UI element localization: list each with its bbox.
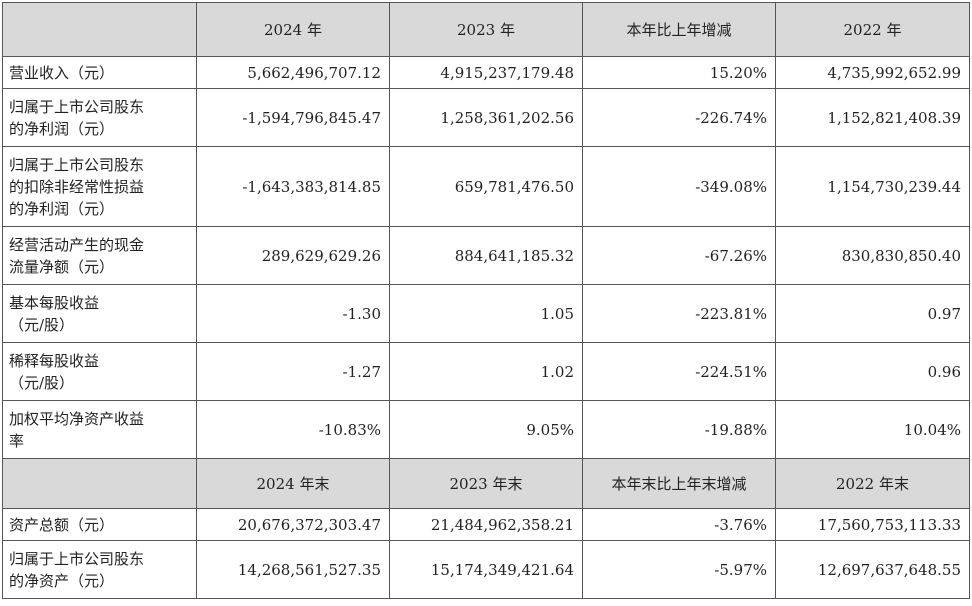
- col-header: 2024 年末: [196, 458, 390, 509]
- col-header: 2023 年末: [389, 458, 583, 509]
- row-label: 资产总额（元）: [2, 508, 197, 541]
- row-label: 加权平均净资产收益 率: [2, 400, 197, 459]
- cell-value: -67.26%: [582, 226, 776, 285]
- cell-value: 5,662,496,707.12: [196, 56, 390, 89]
- cell-value: 0.96: [775, 342, 970, 401]
- row-label: 经营活动产生的现金 流量净额（元）: [2, 226, 197, 285]
- table-row: 资产总额（元） 20,676,372,303.47 21,484,962,358…: [2, 508, 970, 541]
- header-corner: [2, 458, 197, 509]
- cell-value: 4,915,237,179.48: [389, 56, 583, 89]
- cell-value: 21,484,962,358.21: [389, 508, 583, 541]
- cell-value: -223.81%: [582, 284, 776, 343]
- col-header: 2022 年末: [775, 458, 970, 509]
- cell-value: 17,560,753,113.33: [775, 508, 970, 541]
- cell-value: 12,697,637,648.55: [775, 540, 970, 599]
- cell-value: 14,268,561,527.35: [196, 540, 390, 599]
- row-label: 基本每股收益 （元/股）: [2, 284, 197, 343]
- table-row: 归属于上市公司股东 的扣除非经常性损益 的净利润（元） -1,643,383,8…: [2, 146, 970, 227]
- table-row: 经营活动产生的现金 流量净额（元） 289,629,629.26 884,641…: [2, 226, 970, 285]
- table-row: 归属于上市公司股东 的净利润（元） -1,594,796,845.47 1,25…: [2, 88, 970, 147]
- cell-value: -1,594,796,845.47: [196, 88, 390, 147]
- col-header: 2024 年: [196, 2, 390, 57]
- cell-value: 884,641,185.32: [389, 226, 583, 285]
- row-label: 归属于上市公司股东 的净利润（元）: [2, 88, 197, 147]
- cell-value: 1.02: [389, 342, 583, 401]
- header-row-year-end: 2024 年末 2023 年末 本年末比上年末增减 2022 年末: [2, 458, 970, 509]
- cell-value: -224.51%: [582, 342, 776, 401]
- cell-value: 10.04%: [775, 400, 970, 459]
- cell-value: 1.05: [389, 284, 583, 343]
- cell-value: -1.27: [196, 342, 390, 401]
- cell-value: -226.74%: [582, 88, 776, 147]
- col-header: 2023 年: [389, 2, 583, 57]
- cell-value: 20,676,372,303.47: [196, 508, 390, 541]
- cell-value: 9.05%: [389, 400, 583, 459]
- table-row: 基本每股收益 （元/股） -1.30 1.05 -223.81% 0.97: [2, 284, 970, 343]
- row-label: 营业收入（元）: [2, 56, 197, 89]
- header-corner: [2, 2, 197, 57]
- cell-value: -1.30: [196, 284, 390, 343]
- cell-value: -10.83%: [196, 400, 390, 459]
- row-label: 归属于上市公司股东 的扣除非经常性损益 的净利润（元）: [2, 146, 197, 227]
- table-row: 加权平均净资产收益 率 -10.83% 9.05% -19.88% 10.04%: [2, 400, 970, 459]
- col-header: 2022 年: [775, 2, 970, 57]
- col-header: 本年末比上年末增减: [582, 458, 776, 509]
- cell-value: 0.97: [775, 284, 970, 343]
- cell-value: 659,781,476.50: [389, 146, 583, 227]
- row-label: 稀释每股收益 （元/股）: [2, 342, 197, 401]
- header-row-annual: 2024 年 2023 年 本年比上年增减 2022 年: [2, 2, 970, 57]
- row-label: 归属于上市公司股东 的净资产（元）: [2, 540, 197, 599]
- cell-value: -5.97%: [582, 540, 776, 599]
- table-row: 稀释每股收益 （元/股） -1.27 1.02 -224.51% 0.96: [2, 342, 970, 401]
- col-header: 本年比上年增减: [582, 2, 776, 57]
- cell-value: -3.76%: [582, 508, 776, 541]
- table-row: 营业收入（元） 5,662,496,707.12 4,915,237,179.4…: [2, 56, 970, 89]
- cell-value: -349.08%: [582, 146, 776, 227]
- cell-value: 4,735,992,652.99: [775, 56, 970, 89]
- cell-value: 289,629,629.26: [196, 226, 390, 285]
- cell-value: 1,154,730,239.44: [775, 146, 970, 227]
- cell-value: -19.88%: [582, 400, 776, 459]
- cell-value: 830,830,850.40: [775, 226, 970, 285]
- cell-value: 15.20%: [582, 56, 776, 89]
- cell-value: 15,174,349,421.64: [389, 540, 583, 599]
- table-row: 归属于上市公司股东 的净资产（元） 14,268,561,527.35 15,1…: [2, 540, 970, 599]
- cell-value: 1,258,361,202.56: [389, 88, 583, 147]
- cell-value: -1,643,383,814.85: [196, 146, 390, 227]
- cell-value: 1,152,821,408.39: [775, 88, 970, 147]
